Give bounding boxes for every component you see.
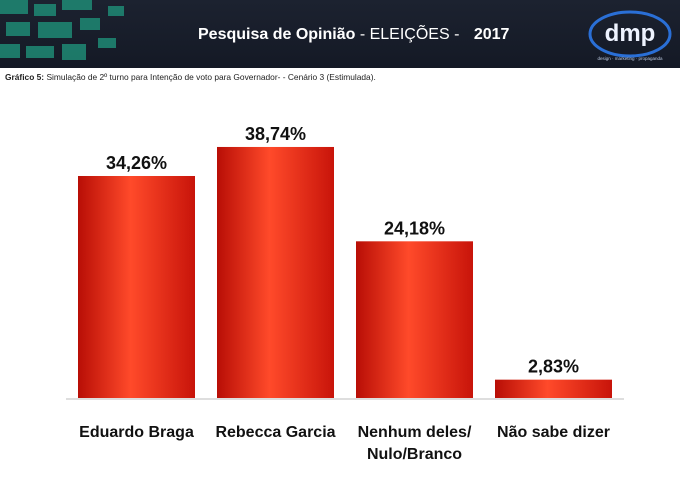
category-label-1: Eduardo Braga [79, 424, 194, 441]
bar-4 [495, 379, 612, 398]
header-year: 2017 [473, 26, 510, 43]
category-label-4: Não sabe dizer [497, 424, 610, 441]
logo-wordmark: dmp [605, 20, 656, 47]
chart-caption-text: Simulação de 2º turno para Intenção de v… [46, 72, 376, 82]
header-title-bold: Pesquisa de Opinião [198, 26, 356, 43]
chart-caption-label: Gráfico 5: [5, 72, 45, 82]
dmp-logo: dmp design · marketing · propaganda [588, 10, 672, 61]
value-label-1: 34,26% [106, 153, 167, 173]
category-label-3: Nenhum deles/Nulo/Branco [358, 424, 472, 463]
header-banner: Pesquisa de Opinião - ELEIÇÕES - 2017 dm… [0, 0, 680, 68]
header-title-rest: - ELEIÇÕES - [359, 26, 460, 43]
bar-3 [356, 241, 473, 398]
logo-tagline: design · marketing · propaganda [597, 56, 663, 61]
bar-1 [78, 175, 195, 398]
value-label-2: 38,74% [245, 124, 306, 144]
bar-2 [217, 146, 334, 398]
header-title: Pesquisa de Opinião - ELEIÇÕES - 2017 [198, 26, 509, 44]
value-label-4: 2,83% [528, 357, 579, 377]
value-label-3: 24,18% [384, 218, 445, 238]
mosaic-decoration [0, 0, 150, 68]
category-label-2: Rebecca Garcia [215, 424, 335, 441]
chart-caption: Gráfico 5: Simulação de 2º turno para In… [5, 72, 376, 82]
